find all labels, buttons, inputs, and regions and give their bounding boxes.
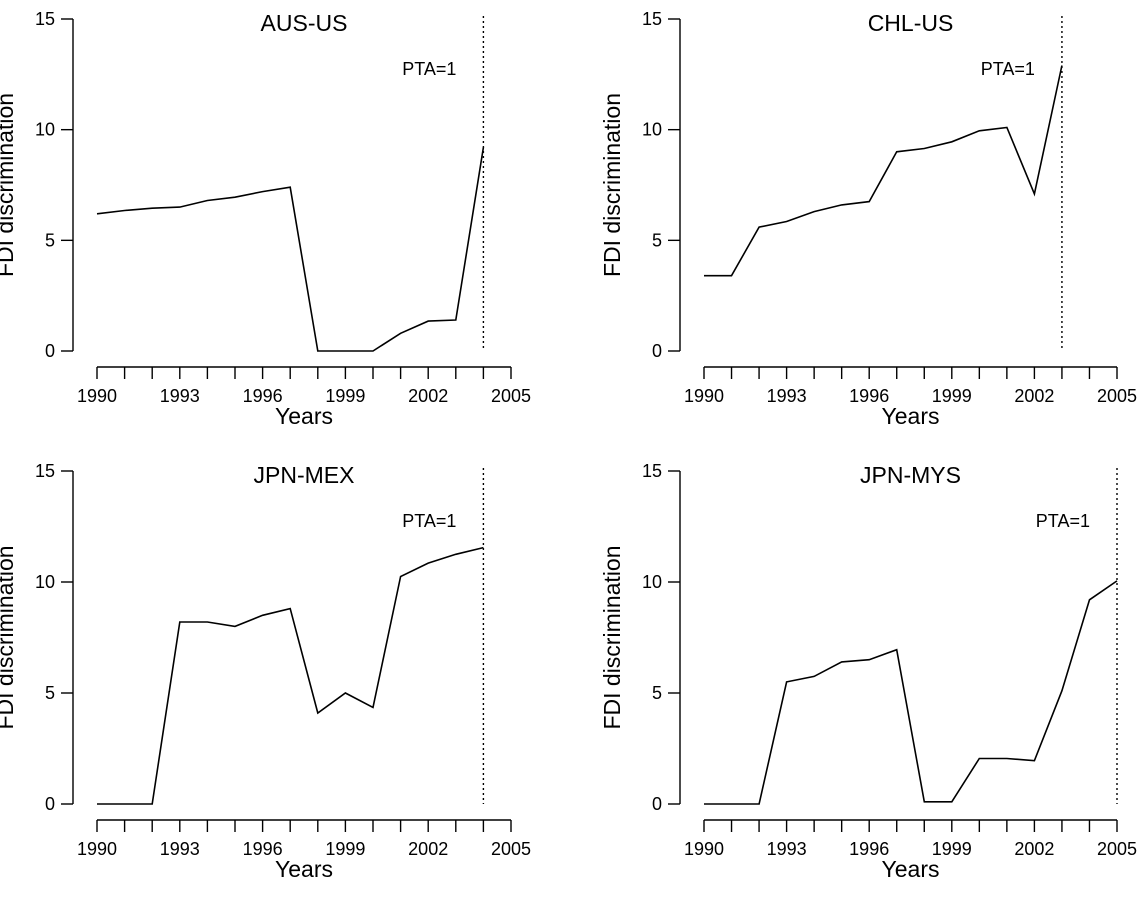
y-tick-label: 15: [642, 9, 662, 29]
y-tick-label: 5: [45, 683, 55, 703]
series-line: [97, 548, 483, 804]
x-tick-label: 2005: [491, 839, 531, 859]
x-axis-title: Years: [882, 856, 940, 882]
x-tick-label: 2005: [1097, 386, 1137, 406]
y-axis-title: FDI discrimination: [0, 93, 18, 277]
y-tick-label: 5: [45, 230, 55, 250]
y-tick-label: 15: [642, 461, 662, 481]
pta-label: PTA=1: [981, 59, 1035, 79]
x-tick-label: 2002: [408, 839, 448, 859]
x-tick-label: 1990: [77, 839, 117, 859]
y-axis-title: FDI discrimination: [599, 545, 625, 729]
series-line: [97, 147, 483, 351]
y-tick-label: 0: [652, 794, 662, 814]
x-axis-title: Years: [275, 856, 333, 882]
pta-label: PTA=1: [402, 59, 456, 79]
series-line: [704, 66, 1062, 276]
x-axis-title: Years: [882, 403, 940, 429]
x-tick-label: 2002: [1014, 386, 1054, 406]
y-tick-label: 15: [35, 9, 55, 29]
y-tick-label: 0: [45, 341, 55, 361]
pta-label: PTA=1: [402, 511, 456, 531]
y-axis-title: FDI discrimination: [0, 545, 18, 729]
x-tick-label: 1993: [160, 386, 200, 406]
x-tick-label: 1990: [684, 839, 724, 859]
y-tick-label: 5: [652, 230, 662, 250]
x-tick-label: 1990: [77, 386, 117, 406]
y-tick-label: 10: [35, 572, 55, 592]
x-tick-label: 1990: [684, 386, 724, 406]
panel-title: AUS-US: [261, 10, 348, 36]
pta-label: PTA=1: [1036, 511, 1090, 531]
x-axis-title: Years: [275, 403, 333, 429]
y-axis-title: FDI discrimination: [599, 93, 625, 277]
y-tick-label: 10: [642, 120, 662, 140]
x-tick-label: 1993: [767, 386, 807, 406]
x-tick-label: 2002: [408, 386, 448, 406]
x-tick-label: 1993: [160, 839, 200, 859]
y-tick-label: 15: [35, 461, 55, 481]
x-tick-label: 2002: [1014, 839, 1054, 859]
series-line: [704, 581, 1117, 804]
y-tick-label: 10: [642, 572, 662, 592]
panel-title: CHL-US: [868, 10, 954, 36]
y-tick-label: 0: [45, 794, 55, 814]
y-tick-label: 10: [35, 120, 55, 140]
panel-title: JPN-MEX: [254, 462, 355, 488]
x-tick-label: 1993: [767, 839, 807, 859]
y-tick-label: 0: [652, 341, 662, 361]
y-tick-label: 5: [652, 683, 662, 703]
x-tick-label: 2005: [1097, 839, 1137, 859]
panel-title: JPN-MYS: [860, 462, 961, 488]
x-tick-label: 2005: [491, 386, 531, 406]
